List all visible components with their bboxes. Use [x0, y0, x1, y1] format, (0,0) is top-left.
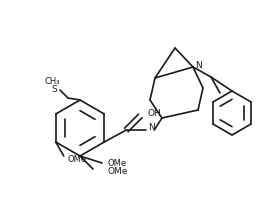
Text: CH₃: CH₃ — [44, 77, 60, 86]
Text: OMe: OMe — [107, 168, 128, 176]
Text: S: S — [51, 86, 57, 95]
Text: OMe: OMe — [68, 156, 87, 164]
Text: N: N — [148, 123, 155, 132]
Text: N: N — [195, 60, 201, 70]
Text: OH: OH — [147, 110, 161, 118]
Text: OMe: OMe — [108, 160, 127, 168]
